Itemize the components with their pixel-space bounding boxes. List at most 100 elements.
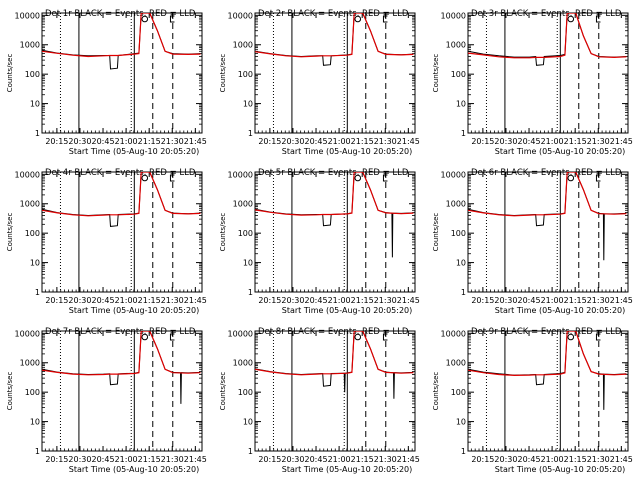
y-tick-label: 10 — [456, 259, 466, 268]
x-tick-label: 20:30 — [281, 137, 304, 146]
x-tick-label: 21:30 — [587, 296, 610, 305]
y-tick-label: 100 — [451, 229, 466, 238]
x-tick-label: 20:30 — [494, 296, 517, 305]
x-tick-label: 21:15 — [138, 455, 161, 464]
panel-title: Det 4r BLACK = Events, RED = LLD — [45, 168, 196, 178]
detector-panel: Det 2r BLACK = Events, RED = LLD Counts/s… — [219, 9, 420, 156]
x-tick-label: 21:00 — [328, 296, 351, 305]
panel-title: Det 9r BLACK = Events, RED = LLD — [471, 327, 622, 337]
x-tick-label: 20:45 — [304, 137, 327, 146]
x-tick-label: 21:00 — [541, 455, 564, 464]
c-marker — [595, 15, 601, 23]
y-axis-label: Counts/sec — [432, 54, 440, 93]
y-tick-label: 10000 — [441, 170, 466, 179]
detector-panel: Det 9r BLACK = Events, RED = LLD Counts/s… — [432, 327, 633, 474]
y-tick-label: 10000 — [15, 11, 40, 20]
y-tick-label: 1 — [35, 288, 40, 297]
c-marker — [595, 174, 601, 182]
x-tick-label: 20:30 — [68, 455, 91, 464]
x-tick-label: 20:15 — [258, 455, 281, 464]
plot-frame — [41, 171, 203, 293]
plot-frame — [41, 330, 203, 452]
detector-panel: Det 1r BLACK = Events, RED = LLD Counts/s… — [6, 9, 207, 156]
panel-title: Det 3r BLACK = Events, RED = LLD — [471, 9, 622, 19]
panel-title: Det 6r BLACK = Events, RED = LLD — [471, 168, 622, 178]
y-tick-label: 1000 — [446, 41, 466, 50]
d-marker — [354, 333, 362, 341]
y-tick-label: 10000 — [228, 329, 253, 338]
c-marker — [382, 15, 388, 23]
lld-series-line — [468, 13, 627, 59]
y-axis-label: Counts/sec — [219, 372, 227, 411]
c-marker — [595, 333, 601, 341]
y-tick-label: 1000 — [446, 200, 466, 209]
y-tick-label: 10000 — [441, 11, 466, 20]
x-tick-label: 21:00 — [328, 137, 351, 146]
x-tick-label: 21:30 — [374, 296, 397, 305]
x-tick-label: 21:15 — [138, 137, 161, 146]
plot-frame — [254, 171, 416, 293]
lld-series-line — [42, 331, 201, 376]
y-tick-label: 10 — [30, 100, 40, 109]
x-tick-label: 21:45 — [184, 455, 207, 464]
x-tick-label: 21:00 — [115, 296, 138, 305]
x-tick-label: 20:30 — [494, 455, 517, 464]
d-marker — [141, 15, 149, 23]
d-marker — [567, 15, 575, 23]
panel-title: Det 5r BLACK = Events, RED = LLD — [258, 168, 409, 178]
panel-title: Det 7r BLACK = Events, RED = LLD — [45, 327, 196, 337]
d-marker — [141, 174, 149, 182]
d-marker — [567, 174, 575, 182]
x-tick-label: 21:30 — [161, 137, 184, 146]
y-axis-label: Counts/sec — [6, 372, 14, 411]
x-tick-label: 21:45 — [397, 296, 420, 305]
y-tick-label: 100 — [25, 388, 40, 397]
x-axis-label: Start Time (05-Aug-10 20:05:20) — [282, 306, 413, 315]
x-axis-label: Start Time (05-Aug-10 20:05:20) — [69, 306, 200, 315]
x-tick-label: 20:45 — [91, 455, 114, 464]
y-tick-label: 1 — [461, 129, 466, 138]
x-tick-label: 20:45 — [517, 137, 540, 146]
y-axis-label: Counts/sec — [219, 213, 227, 252]
y-tick-label: 10000 — [15, 329, 40, 338]
x-axis-label: Start Time (05-Aug-10 20:05:20) — [495, 465, 626, 474]
x-tick-label: 21:15 — [138, 296, 161, 305]
x-tick-label: 20:15 — [471, 137, 494, 146]
y-tick-label: 10 — [30, 259, 40, 268]
y-tick-label: 1 — [461, 288, 466, 297]
y-tick-label: 10000 — [441, 329, 466, 338]
x-tick-label: 20:15 — [45, 296, 68, 305]
y-axis-label: Counts/sec — [6, 54, 14, 93]
x-tick-label: 21:15 — [564, 137, 587, 146]
lld-series-line — [255, 172, 414, 216]
detector-panel: Det 6r BLACK = Events, RED = LLD Counts/s… — [432, 168, 633, 315]
x-tick-label: 20:30 — [281, 455, 304, 464]
detector-panel: Det 4r BLACK = Events, RED = LLD Counts/s… — [6, 168, 207, 315]
d-marker — [567, 333, 575, 341]
x-tick-label: 20:30 — [68, 296, 91, 305]
y-tick-label: 1000 — [20, 359, 40, 368]
lld-series-line — [468, 331, 627, 377]
y-tick-label: 10 — [243, 259, 253, 268]
lld-series-line — [42, 13, 201, 58]
x-axis-label: Start Time (05-Aug-10 20:05:20) — [495, 147, 626, 156]
x-tick-label: 21:00 — [115, 137, 138, 146]
x-axis-label: Start Time (05-Aug-10 20:05:20) — [495, 306, 626, 315]
x-tick-label: 21:15 — [564, 296, 587, 305]
x-tick-label: 21:00 — [541, 296, 564, 305]
y-tick-label: 1 — [248, 129, 253, 138]
c-marker — [382, 174, 388, 182]
y-axis-label: Counts/sec — [432, 372, 440, 411]
lld-series-line — [255, 331, 414, 376]
events-series-line — [468, 331, 627, 410]
x-tick-label: 20:15 — [45, 455, 68, 464]
x-tick-label: 21:45 — [397, 137, 420, 146]
y-tick-label: 1 — [248, 288, 253, 297]
y-tick-label: 10 — [243, 418, 253, 427]
c-marker — [169, 333, 175, 341]
y-tick-label: 1 — [461, 447, 466, 456]
lld-series-line — [42, 172, 201, 217]
x-tick-label: 21:45 — [610, 137, 633, 146]
x-tick-label: 21:45 — [610, 455, 633, 464]
y-tick-label: 1000 — [446, 359, 466, 368]
